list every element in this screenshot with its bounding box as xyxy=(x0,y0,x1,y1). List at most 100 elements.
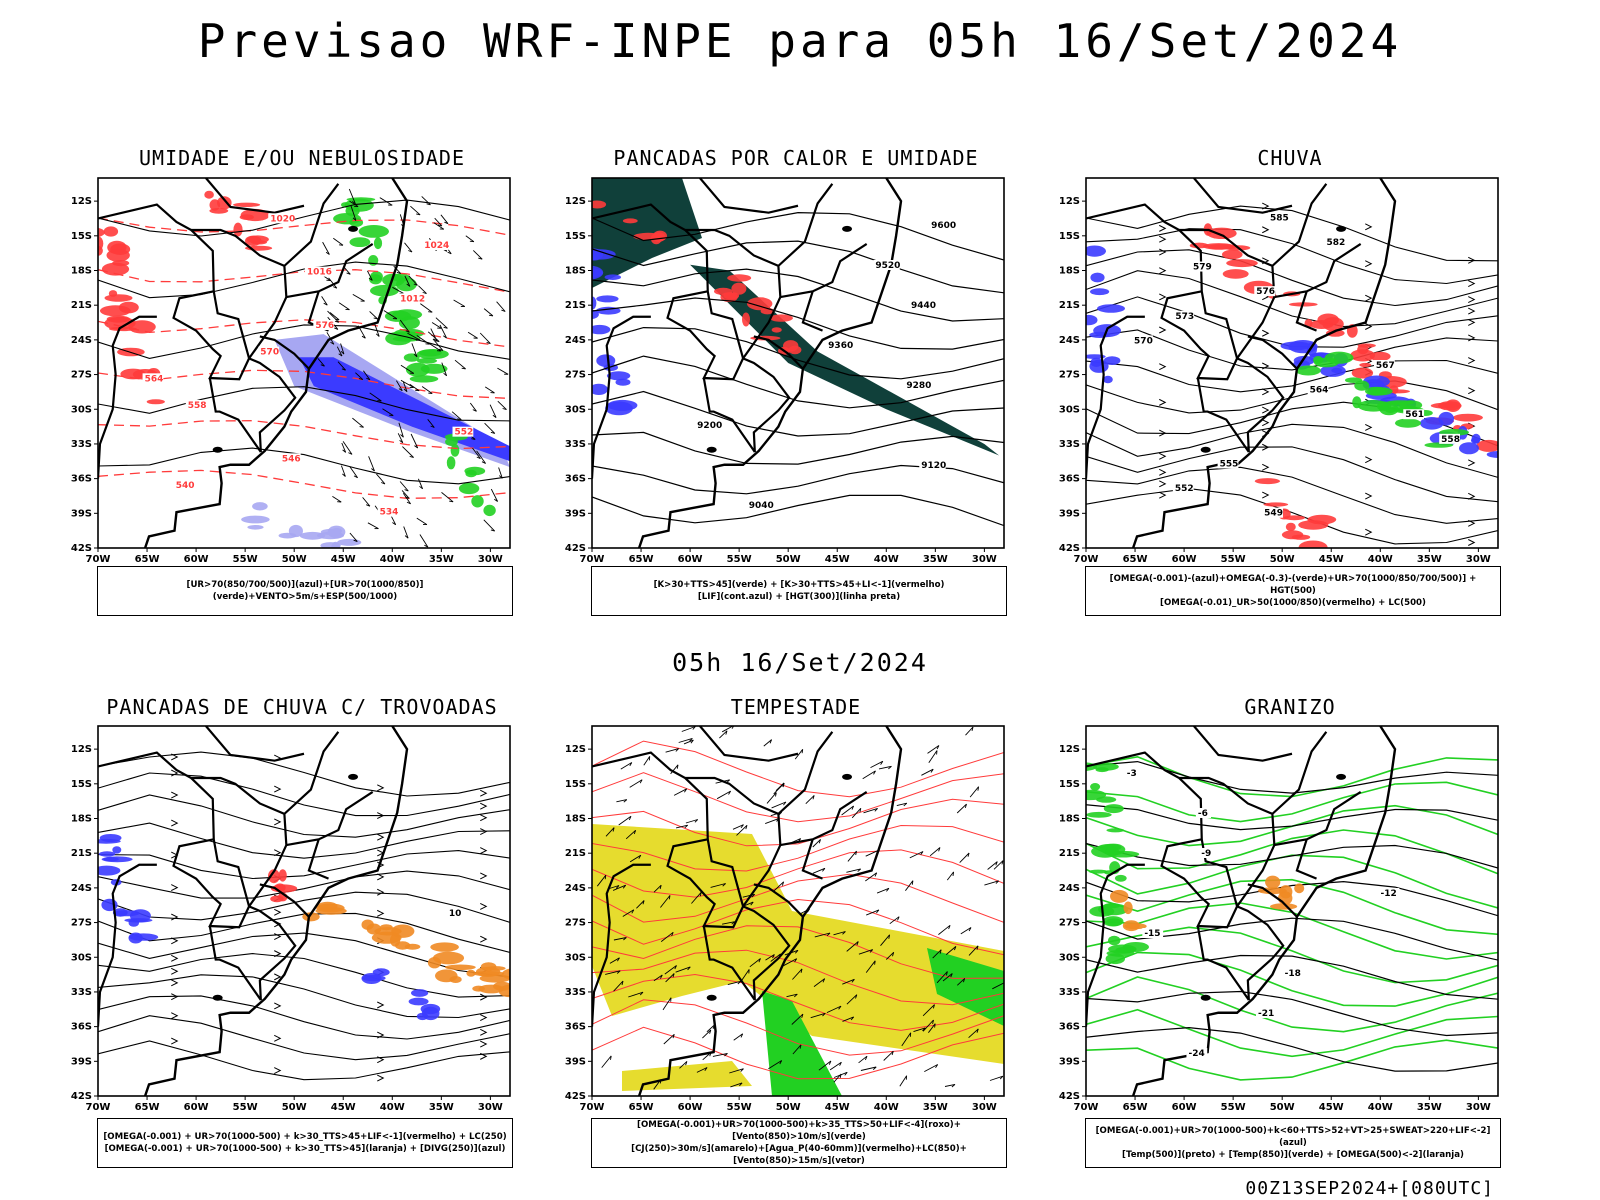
wind-vector-head xyxy=(633,830,637,835)
wind-vector-head xyxy=(461,367,466,370)
contour-line xyxy=(592,431,1004,465)
wind-vector xyxy=(783,958,797,967)
wind-vector xyxy=(812,867,826,874)
wind-vector-head xyxy=(945,971,948,976)
contour-line xyxy=(98,420,510,450)
x-tick-label: 45W xyxy=(1319,1102,1344,1113)
shaded-cell xyxy=(1095,767,1109,773)
legend-line: [OMEGA(-0.001)+UR>70(1000-500)+k<60+TTS>… xyxy=(1095,1126,1491,1148)
coastline xyxy=(1131,178,1397,548)
wind-vector xyxy=(628,991,644,998)
wind-vector xyxy=(408,275,418,286)
wind-vector xyxy=(984,880,999,886)
wind-vector xyxy=(959,852,970,863)
wind-vector-head xyxy=(476,456,481,460)
shaded-cell xyxy=(714,287,733,295)
shaded-cell xyxy=(446,456,456,470)
wind-vector xyxy=(432,338,444,351)
wind-vector-head xyxy=(936,745,940,750)
wind-vector xyxy=(899,1075,907,1087)
map-umidade: 1020 1024 1016 1012 576 570 564 558 552 546 540 534… xyxy=(68,172,528,572)
wind-vector-head xyxy=(728,790,731,795)
shaded-cell xyxy=(1086,811,1112,818)
streamline-arrow xyxy=(1262,491,1270,499)
x-tick-label: 70W xyxy=(86,1102,111,1113)
wind-vector-head xyxy=(486,341,491,345)
country-border xyxy=(283,731,340,815)
wind-vector-head xyxy=(621,980,624,986)
x-tick-label: 55W xyxy=(233,1102,258,1113)
wind-vector-head xyxy=(443,335,447,339)
wind-vector-head xyxy=(828,1060,832,1065)
legend-line: [OMEGA(-0.001) + UR>70(1000-500) + k>30_… xyxy=(103,1132,507,1142)
shaded-cell xyxy=(395,941,411,950)
streamline-arrow xyxy=(377,1056,385,1064)
x-tick-label: 35W xyxy=(429,1102,454,1113)
contour-group xyxy=(98,199,510,485)
y-tick-label: 18S xyxy=(1059,266,1080,277)
wind-vector xyxy=(987,861,998,870)
streamline-arrow xyxy=(171,753,179,761)
contour-line xyxy=(592,999,1004,1056)
wind-vector-head xyxy=(333,286,337,289)
wind-vector-head xyxy=(438,348,444,352)
x-tick-label: 55W xyxy=(1221,1102,1246,1113)
streamline-arrow xyxy=(377,888,385,896)
wind-vector xyxy=(609,957,620,964)
contour-label: 579 xyxy=(1193,263,1212,273)
wind-vector-head xyxy=(368,277,373,281)
shaded-cell xyxy=(409,375,439,383)
shaded-cell xyxy=(337,538,362,546)
x-tick-label: 50W xyxy=(1270,554,1295,565)
y-tick-label: 21S xyxy=(1059,300,1080,311)
wind-vector-head xyxy=(424,544,429,548)
wind-vector-head xyxy=(995,861,998,866)
shaded-cell xyxy=(592,309,599,320)
y-tick-label: 21S xyxy=(565,848,586,859)
shaded-cell xyxy=(1367,387,1393,396)
contour-line xyxy=(98,324,510,360)
wind-vector-head xyxy=(444,221,449,225)
country-border xyxy=(753,335,804,370)
wind-vector xyxy=(771,801,787,809)
contour-label: 9360 xyxy=(828,341,853,351)
contour-line xyxy=(1086,842,1498,869)
wind-vector-head xyxy=(481,461,486,464)
wind-vector xyxy=(896,802,907,807)
streamline-arrow xyxy=(1262,388,1270,396)
wind-vector-group xyxy=(596,726,1004,1090)
shaded-cell xyxy=(747,297,773,311)
wind-vector-head xyxy=(886,888,890,892)
y-tick-label: 27S xyxy=(1059,370,1080,381)
shaded-cell xyxy=(103,226,119,237)
map-content: 9600 9520 9440 9360 9280 9200 9120 9040 xyxy=(592,178,1004,548)
map-svg: 9600 9520 9440 9360 9280 9200 9120 9040 70W 65W 60… xyxy=(565,177,1005,565)
wind-vector-head xyxy=(801,749,804,754)
wind-vector xyxy=(349,200,359,207)
country-border xyxy=(191,776,288,908)
wind-vector-head xyxy=(334,327,339,330)
contour-group xyxy=(98,751,510,1082)
contour-line xyxy=(1086,878,1498,936)
lake-mark xyxy=(1336,225,1347,232)
country-border xyxy=(1274,790,1362,847)
shaded-cell xyxy=(1326,329,1345,337)
wind-vector xyxy=(416,335,430,345)
streamline-arrow xyxy=(1365,528,1373,536)
wind-vector-head xyxy=(745,825,748,830)
wind-vector-head xyxy=(433,338,438,342)
shaded-cell xyxy=(1320,364,1346,377)
wind-vector xyxy=(439,324,448,339)
y-tick-label: 12S xyxy=(565,196,586,207)
lake-mark xyxy=(212,994,223,1001)
contour-line xyxy=(1086,1008,1498,1058)
contour-line xyxy=(1086,781,1498,823)
streamline-arrow xyxy=(480,828,488,835)
coastline xyxy=(143,726,409,1096)
y-tick-label: 42S xyxy=(1059,543,1080,554)
country-border xyxy=(1271,183,1328,267)
wind-vector xyxy=(732,824,744,830)
panel-title-tempestade: TEMPESTADE xyxy=(730,695,862,719)
shaded-cell xyxy=(1291,534,1311,540)
x-tick-label: 35W xyxy=(1417,554,1442,565)
